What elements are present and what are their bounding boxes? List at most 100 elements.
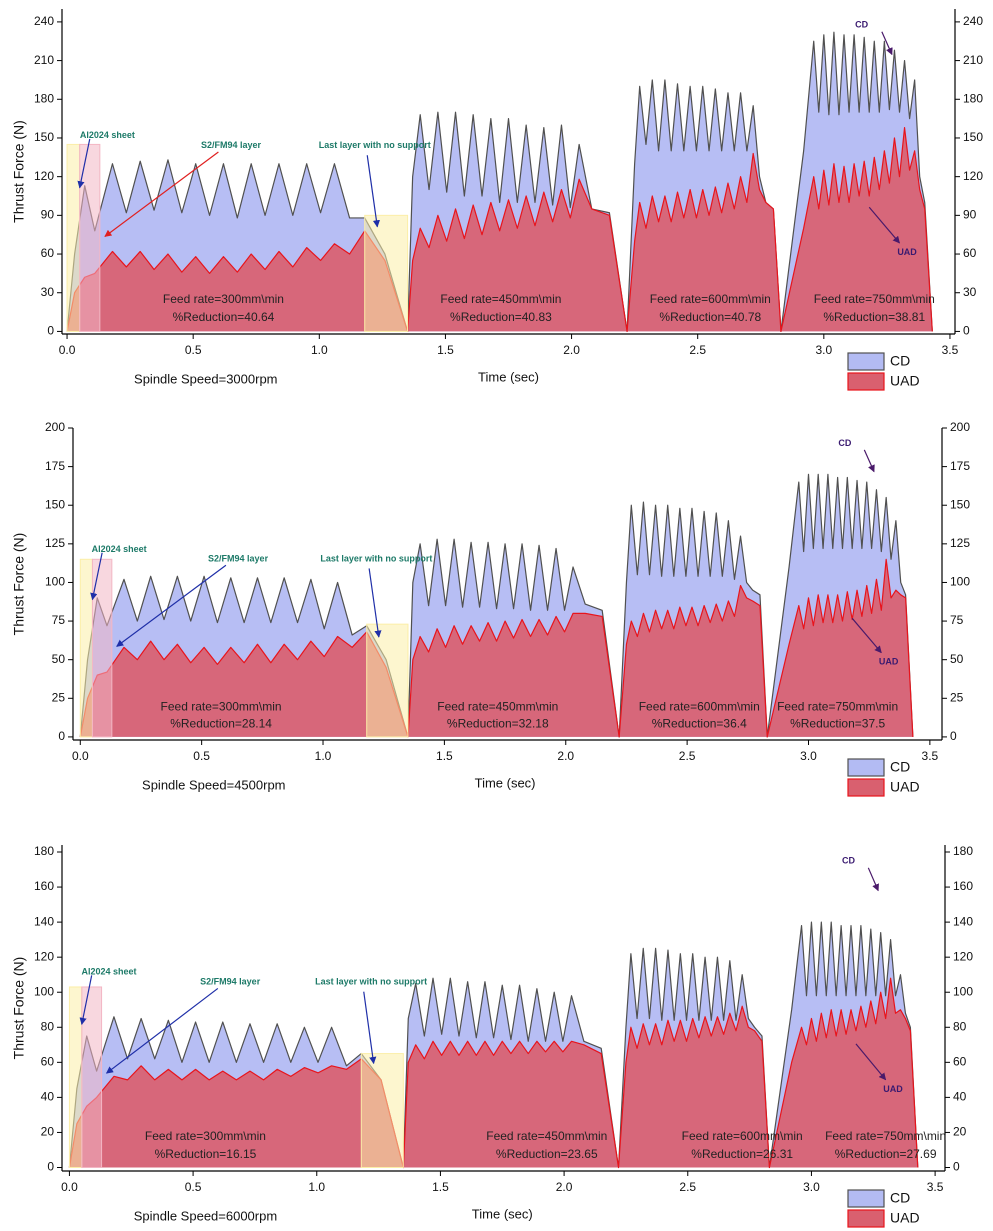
panel: 0 0 20 20 40 40 60 60 80 80 100 100 120 120 140 140 160 1… xyxy=(11,844,973,1228)
legend-swatch xyxy=(847,352,885,371)
annotation-arrow xyxy=(105,987,219,1074)
y2-tick-label: 30 xyxy=(963,285,977,299)
annotation-arrow xyxy=(851,617,882,654)
x-tick-label: 2.5 xyxy=(679,1180,696,1194)
legend-label: UAD xyxy=(890,1210,920,1226)
y2-tick-label: 150 xyxy=(950,497,970,511)
annotation-arrow xyxy=(363,991,377,1065)
x-tick-label: 2.0 xyxy=(556,1180,573,1194)
y-tick-label: 20 xyxy=(41,1125,55,1139)
caption: Spindle Speed=6000rpm xyxy=(134,1208,277,1223)
y-tick-label: 80 xyxy=(41,1019,55,1033)
area xyxy=(69,978,918,1168)
annotation: S2/FM94 layer xyxy=(208,553,269,563)
y-tick-label: 200 xyxy=(45,420,65,434)
y-tick-label: 0 xyxy=(47,324,54,338)
shaded-region xyxy=(66,143,81,332)
feed-rate-label: Feed rate=300mm\min xyxy=(163,292,284,306)
reduction-label: %Reduction=26.31 xyxy=(691,1147,793,1161)
x-tick-label: 0.5 xyxy=(185,1180,202,1194)
y-tick-label: 60 xyxy=(41,246,55,260)
feed-rate-label: Feed rate=600mm\min xyxy=(639,699,760,713)
annotation-arrow xyxy=(90,552,103,601)
annotation-arrow xyxy=(855,1043,887,1081)
y-tick-label: 125 xyxy=(45,536,65,550)
annotation-arrow xyxy=(79,975,93,1026)
shaded-region xyxy=(360,1053,404,1168)
y2-tick-label: 125 xyxy=(950,536,970,550)
x-tick-label: 0.5 xyxy=(185,343,202,357)
legend-swatch xyxy=(847,372,885,391)
annotation: Al2024 sheet xyxy=(80,130,135,140)
line xyxy=(66,31,933,333)
annotation: UAD xyxy=(879,656,899,666)
area xyxy=(80,559,913,737)
line xyxy=(68,921,919,1169)
caption: Spindle Speed=3000rpm xyxy=(134,371,277,386)
shaded-region xyxy=(79,558,93,738)
line xyxy=(79,558,914,738)
annotation: UAD xyxy=(883,1084,903,1094)
line xyxy=(79,473,914,738)
annotation: Last layer with no support xyxy=(315,976,427,986)
y2-tick-label: 60 xyxy=(963,246,977,260)
x-tick-label: 1.5 xyxy=(432,1180,449,1194)
annotation-arrow xyxy=(863,449,875,473)
x-axis-label: Time (sec) xyxy=(475,775,536,790)
annotation-arrow xyxy=(77,138,91,189)
shaded-region xyxy=(68,986,83,1168)
x-tick-label: 3.0 xyxy=(803,1180,820,1194)
line xyxy=(68,977,919,1169)
annotation: Last layer with no support xyxy=(320,553,432,563)
feed-rate-label: Feed rate=600mm\min xyxy=(682,1129,803,1143)
x-tick-label: 2.5 xyxy=(689,343,706,357)
annotation: Al2024 sheet xyxy=(81,967,136,977)
reduction-label: %Reduction=32.18 xyxy=(447,717,549,731)
annotation-arrow xyxy=(868,206,900,244)
y2-tick-label: 0 xyxy=(963,324,970,338)
y-tick-label: 240 xyxy=(34,14,54,28)
annotation: CD xyxy=(855,20,868,30)
reduction-label: %Reduction=40.64 xyxy=(173,310,275,324)
legend-label: CD xyxy=(890,759,910,775)
y2-tick-label: 20 xyxy=(953,1125,967,1139)
annotation-arrow xyxy=(867,867,879,892)
y-tick-label: 0 xyxy=(58,729,65,743)
y-tick-label: 150 xyxy=(34,130,54,144)
x-tick-label: 0.5 xyxy=(193,749,210,763)
reduction-label: %Reduction=27.69 xyxy=(835,1147,937,1161)
y2-tick-label: 60 xyxy=(953,1055,967,1069)
y-axis-label: Thrust Force (N) xyxy=(11,533,27,636)
legend-swatch xyxy=(847,778,885,797)
shaded-region xyxy=(81,986,103,1168)
y2-tick-label: 140 xyxy=(953,914,973,928)
y-tick-label: 160 xyxy=(34,879,54,893)
y2-tick-label: 180 xyxy=(963,91,983,105)
reduction-label: %Reduction=16.15 xyxy=(155,1147,257,1161)
annotation-arrow xyxy=(881,31,893,56)
x-tick-label: 0.0 xyxy=(59,343,76,357)
y-tick-label: 30 xyxy=(41,285,55,299)
y-tick-label: 120 xyxy=(34,949,54,963)
y2-tick-label: 80 xyxy=(953,1019,967,1033)
shaded-region xyxy=(79,143,101,332)
y-tick-label: 180 xyxy=(34,844,54,858)
y-axis-label: Thrust Force (N) xyxy=(11,957,27,1060)
x-tick-label: 0.0 xyxy=(72,749,89,763)
feed-rate-label: Feed rate=750mm\min xyxy=(814,292,935,306)
annotation: CD xyxy=(842,856,855,866)
y2-tick-label: 100 xyxy=(950,575,970,589)
shaded-region xyxy=(366,623,409,738)
y2-tick-label: 150 xyxy=(963,130,983,144)
x-tick-label: 2.0 xyxy=(563,343,580,357)
feed-rate-label: Feed rate=450mm\min xyxy=(437,699,558,713)
shaded-region xyxy=(91,558,113,738)
legend-swatch xyxy=(847,1189,885,1208)
y2-tick-label: 120 xyxy=(953,949,973,963)
y-tick-label: 180 xyxy=(34,91,54,105)
reduction-label: %Reduction=40.78 xyxy=(659,310,761,324)
feed-rate-label: Feed rate=600mm\min xyxy=(650,292,771,306)
x-axis-label: Time (sec) xyxy=(472,1206,533,1221)
annotation: Al2024 sheet xyxy=(92,544,147,554)
